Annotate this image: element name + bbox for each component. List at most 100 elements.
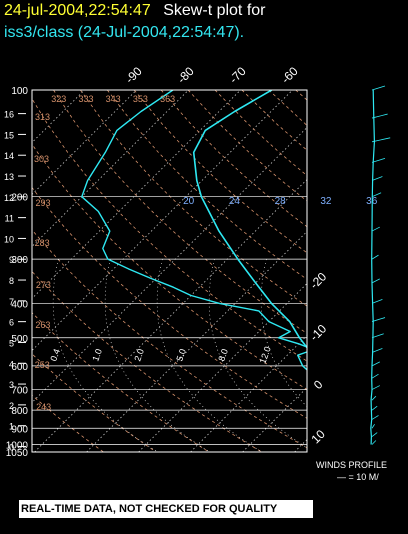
temp-axis-label-right: -20 (307, 269, 329, 291)
wind-barb (371, 113, 388, 119)
chart-title-line-1: 24-jul-2004,22:54:47 Skew-t plot for (4, 2, 266, 20)
isotherm-line (32, 90, 189, 247)
dry-adiabat-label: 283 (35, 238, 50, 248)
dry-adiabat (350, 90, 408, 452)
isotherm-line (32, 90, 33, 91)
moist-adiabat-label: 0.4 (48, 347, 62, 362)
wind-barb (371, 157, 386, 163)
pressure-tick-label: 800 (11, 406, 28, 417)
moist-adiabat (52, 259, 159, 452)
dry-adiabat-label: 353 (133, 94, 148, 104)
dry-adiabat (32, 394, 104, 452)
wind-barb (371, 385, 380, 390)
temp-axis-label-right: 0 (311, 377, 326, 392)
height-tick-label: 6 (9, 318, 14, 328)
wind-barb (371, 254, 379, 260)
moist-adiabat (208, 259, 307, 449)
height-tick-label: 15 (4, 130, 14, 140)
dry-adiabat-label: 333 (78, 94, 93, 104)
height-tick-label: 1 (9, 422, 14, 432)
mixing-ratio-label: 24 (229, 196, 241, 207)
wind-barb (371, 348, 383, 353)
wind-barb (371, 440, 377, 445)
height-tick-label: 4 (9, 359, 14, 369)
pressure-tick-label: 500 (11, 334, 28, 345)
dry-adiabat-label: 323 (51, 94, 66, 104)
dry-adiabat (241, 90, 307, 151)
moist-adiabat (313, 259, 408, 452)
plot-frame (31, 89, 308, 453)
dry-adiabat (403, 90, 408, 452)
moist-adiabat (156, 259, 263, 452)
height-tick-label: 5 (9, 338, 14, 348)
chart-title-date: 24-jul-2004,22:54:47 (4, 2, 151, 19)
dry-adiabat (32, 270, 262, 452)
wind-barb (371, 405, 378, 411)
dry-adiabat (268, 90, 307, 126)
wind-barb (371, 137, 391, 143)
moist-adiabat-label: 5.0 (174, 347, 188, 362)
wind-barb (371, 395, 377, 401)
height-tick-label: 0 (9, 442, 14, 452)
dry-adiabat (377, 90, 408, 452)
pressure-tick-label: 100 (11, 86, 28, 97)
isotherm-line (32, 90, 241, 299)
chart-subtitle: iss3/class (24-Jul-2004,22:54:47). (4, 24, 245, 41)
temperature-line (192, 90, 307, 349)
wind-profile-line (370, 89, 376, 445)
dry-adiabat (295, 90, 307, 101)
wind-barb (371, 361, 380, 367)
dry-adiabat (32, 98, 307, 362)
dry-adiabat-label: 313 (35, 112, 50, 122)
dry-adiabat (133, 90, 307, 254)
mixing-ratio-label: 32 (320, 196, 332, 207)
height-tick-label: 13 (4, 172, 14, 182)
dry-adiabat-label: 273 (36, 280, 51, 290)
isotherm-line (398, 90, 408, 452)
temp-axis-label-top: -60 (279, 64, 301, 86)
isotherm-line (32, 90, 137, 195)
mixing-ratio-label: 28 (275, 196, 287, 207)
pressure-tick-label: 200 (11, 193, 28, 204)
dry-adiabat-label: 343 (106, 94, 121, 104)
dry-adiabat (32, 353, 157, 452)
pressure-tick-label: 1050 (6, 448, 29, 459)
pressure-tick-label: 600 (11, 362, 28, 373)
dewpoint-line (81, 90, 307, 371)
dry-adiabat (214, 90, 307, 177)
height-tick-label: 8 (9, 276, 14, 286)
winds-scale-label: — = 10 M/ (337, 472, 379, 482)
dry-adiabat (323, 90, 408, 452)
pressure-tick-label: 900 (11, 424, 28, 435)
wind-barb (371, 278, 380, 284)
mixing-ratio-label: 20 (183, 196, 195, 207)
dry-adiabat-label: 243 (36, 402, 51, 412)
dry-adiabat (32, 143, 307, 390)
dry-adiabat-label: 253 (35, 360, 50, 370)
moist-adiabat-label: 8.0 (216, 347, 230, 362)
pressure-tick-label: 400 (11, 299, 28, 310)
temp-axis-label-top: -80 (175, 64, 197, 86)
isotherm-line (32, 90, 293, 351)
quality-banner: REAL-TIME DATA, NOT CHECKED FOR QUALITY (19, 500, 313, 518)
wind-barb (371, 373, 379, 379)
moist-adiabat-label: 1.0 (90, 347, 104, 362)
moist-adiabat-label: 12.0 (257, 345, 272, 365)
wind-barb (371, 333, 384, 339)
dry-adiabat (80, 90, 307, 307)
height-tick-label: 16 (4, 110, 14, 120)
wind-barb (371, 415, 379, 420)
height-tick-label: 12 (4, 193, 14, 203)
dry-adiabat (32, 312, 210, 452)
wind-barb (371, 432, 378, 437)
winds-profile-label: WINDS PROFILE (316, 460, 388, 470)
height-tick-label: 14 (4, 151, 14, 161)
isotherm-line (34, 179, 307, 452)
isotherm-line (86, 231, 307, 452)
isotherm-line (242, 387, 307, 452)
pressure-tick-label: 300 (11, 255, 28, 266)
wind-barb (371, 226, 380, 232)
dry-adiabat (32, 229, 307, 449)
wind-barb (371, 85, 386, 91)
